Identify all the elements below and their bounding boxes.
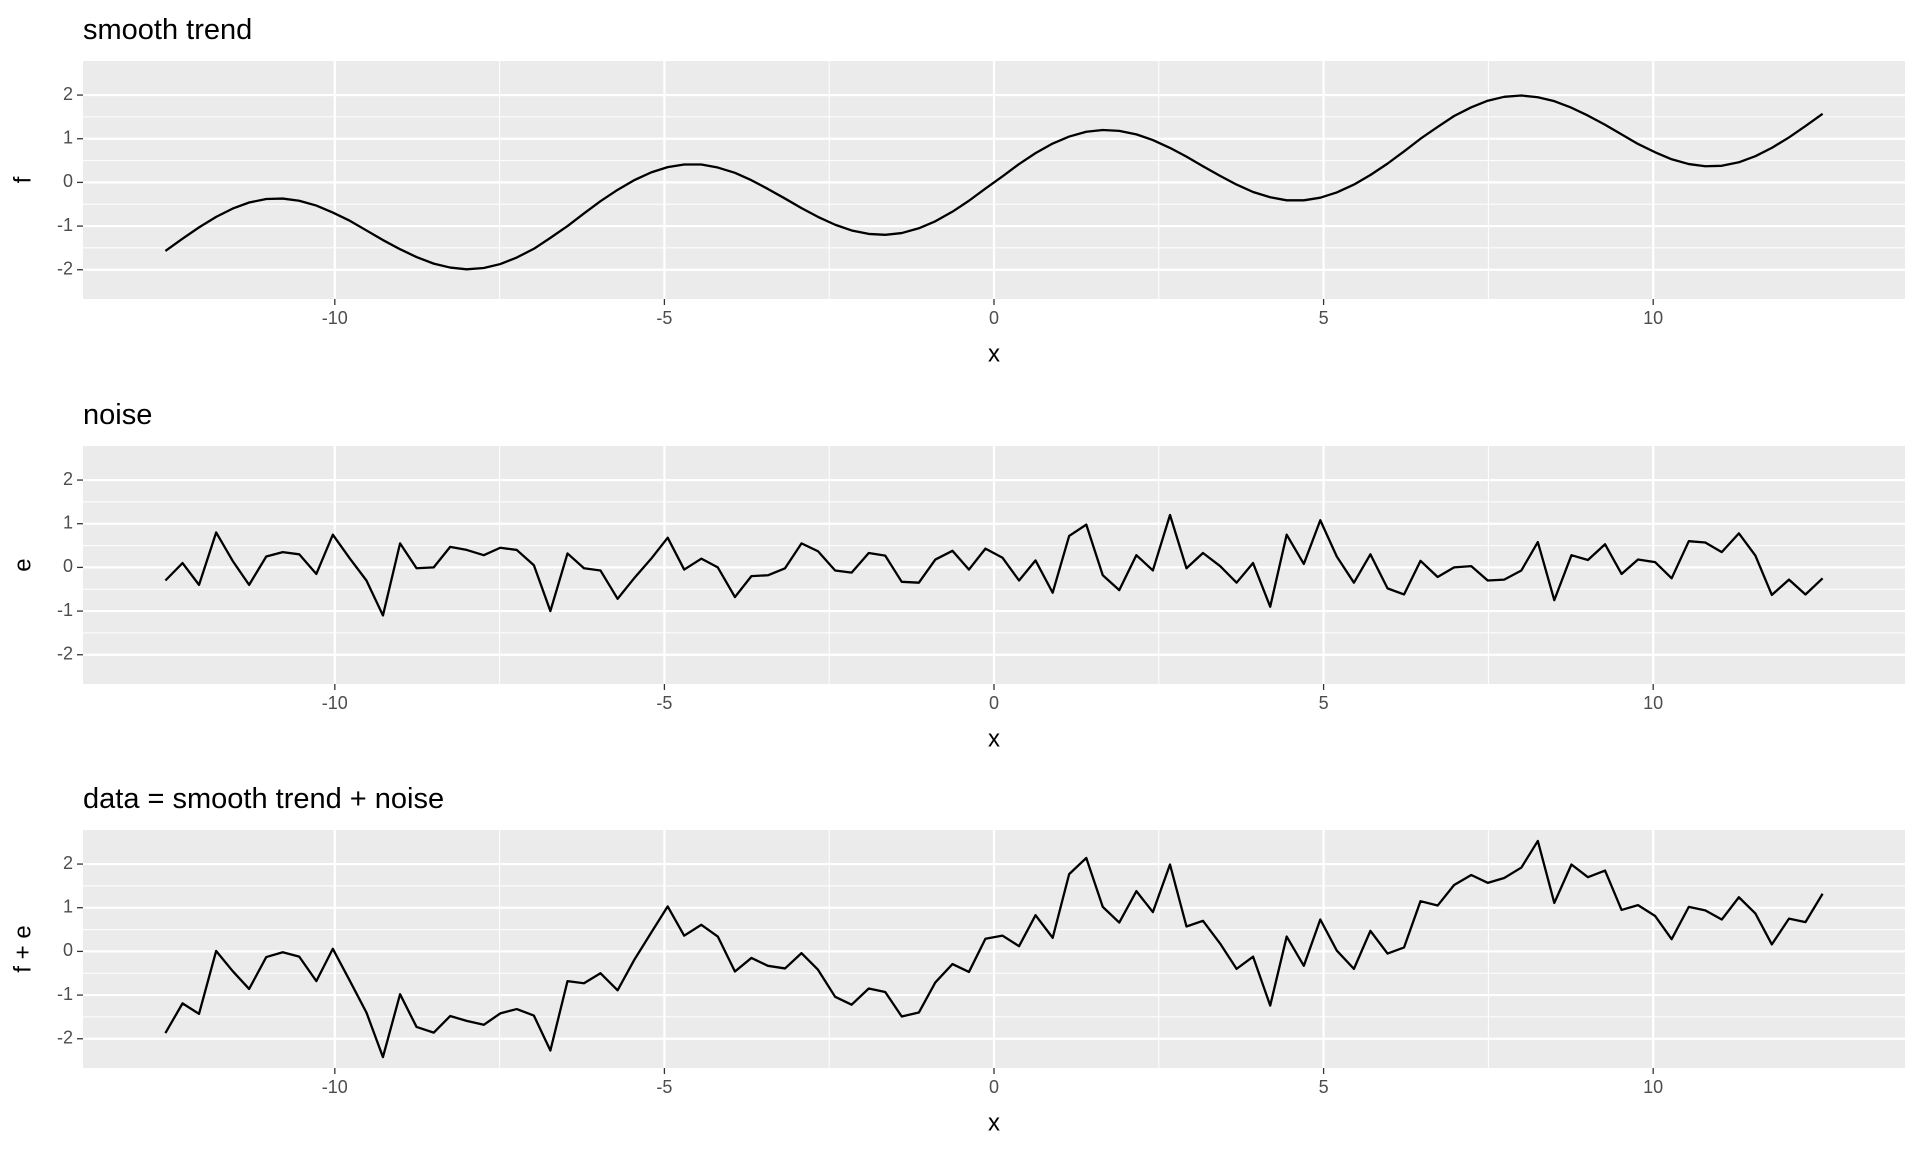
chart-title: noise <box>83 399 152 431</box>
y-tick-label: 1 <box>63 127 73 147</box>
y-tick-label: 1 <box>63 512 73 532</box>
data-line <box>164 839 1824 1059</box>
x-tick-label: 0 <box>989 308 999 328</box>
x-tick-label: 10 <box>1643 693 1663 713</box>
x-tick-label: 5 <box>1319 1077 1329 1097</box>
y-tick-label: 1 <box>63 896 73 916</box>
x-tick-label: -10 <box>322 308 348 328</box>
y-axis-label: f + e <box>9 925 36 972</box>
x-tick-label: -10 <box>322 693 348 713</box>
y-axis-label: e <box>9 558 36 571</box>
x-tick-label: 0 <box>989 1077 999 1097</box>
x-tick-label: -5 <box>656 1077 672 1097</box>
y-tick-label: -1 <box>57 215 73 235</box>
y-axis-label: f <box>9 176 36 183</box>
x-tick-label: 0 <box>989 693 999 713</box>
y-tick-label: 0 <box>63 556 73 576</box>
x-tick-label: -5 <box>656 308 672 328</box>
x-axis-label: x <box>988 1109 1000 1136</box>
x-axis-label: x <box>988 725 1000 752</box>
data-line <box>164 94 1824 271</box>
chart-title: smooth trend <box>83 14 252 46</box>
y-tick-label: 2 <box>63 853 73 873</box>
x-tick-label: 10 <box>1643 308 1663 328</box>
y-tick-label: -2 <box>57 643 73 663</box>
x-tick-label: 10 <box>1643 1077 1663 1097</box>
y-tick-label: -1 <box>57 984 73 1004</box>
x-axis-label: x <box>988 340 1000 367</box>
x-tick-label: -5 <box>656 693 672 713</box>
y-tick-label: 0 <box>63 940 73 960</box>
y-tick-label: -2 <box>57 1027 73 1047</box>
data-line <box>164 513 1824 617</box>
y-tick-label: -2 <box>57 258 73 278</box>
y-tick-label: 0 <box>63 171 73 191</box>
x-tick-label: -10 <box>322 1077 348 1097</box>
y-tick-label: -1 <box>57 600 73 620</box>
x-tick-label: 5 <box>1319 308 1329 328</box>
y-tick-label: 2 <box>63 469 73 489</box>
y-tick-label: 2 <box>63 84 73 104</box>
x-tick-label: 5 <box>1319 693 1329 713</box>
chart-title: data = smooth trend + noise <box>83 783 444 815</box>
